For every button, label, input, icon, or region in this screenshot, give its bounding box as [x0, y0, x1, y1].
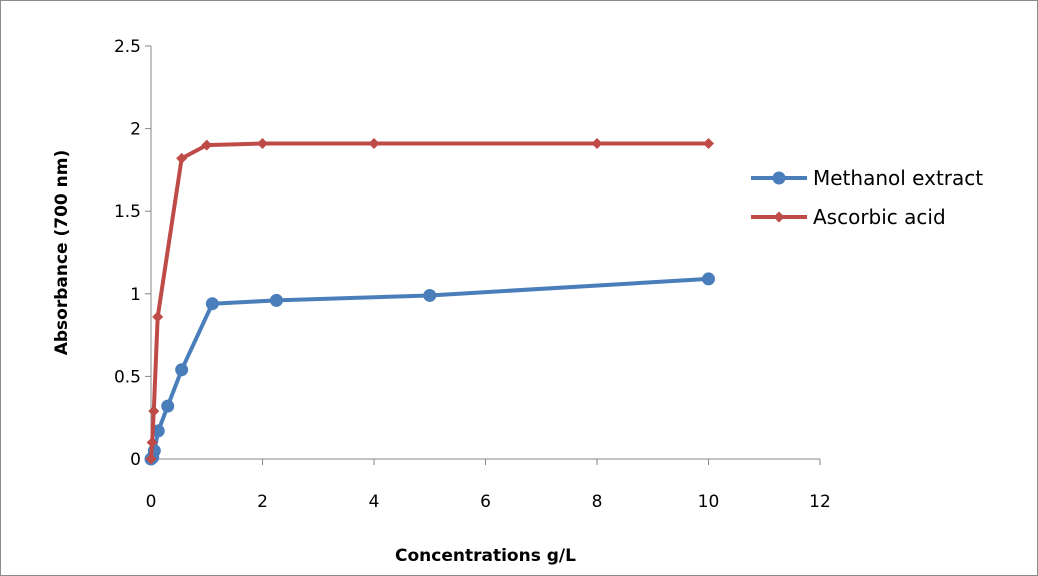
data-point — [152, 311, 164, 323]
x-tick-label: 4 — [369, 492, 380, 512]
x-tick-label: 8 — [592, 492, 603, 512]
y-axis-ticks: 0 0.5 1 1.5 2 2.5 — [114, 37, 151, 470]
data-point — [176, 152, 188, 164]
legend-item: Methanol extract — [751, 166, 983, 190]
data-point — [591, 137, 603, 149]
legend-marker — [773, 211, 785, 223]
data-point — [423, 288, 437, 302]
data-point — [151, 424, 165, 438]
x-axis-ticks: 0 2 4 6 8 10 12 — [146, 459, 831, 512]
legend-label: Methanol extract — [813, 166, 983, 190]
data-point — [161, 399, 175, 413]
legend-marker — [772, 171, 786, 185]
y-tick-label: 2.5 — [114, 37, 141, 57]
x-tick-label: 6 — [480, 492, 491, 512]
data-point — [703, 137, 714, 149]
y-axis-title: Absorbance (700 nm) — [52, 150, 72, 356]
y-tick-label: 2 — [130, 120, 141, 140]
x-axis-title: Concentrations g/L — [395, 546, 576, 566]
series-ascorbic-acid — [145, 137, 714, 465]
y-tick-label: 0.5 — [114, 367, 141, 387]
data-point — [702, 272, 715, 286]
legend: Methanol extract Ascorbic acid — [751, 166, 983, 229]
series-line — [149, 276, 709, 461]
axes: 0 2 4 6 8 10 12 0 0.5 1 1.5 2 2.5 — [114, 37, 831, 512]
series-methanol-extract — [144, 272, 715, 466]
data-point — [368, 137, 380, 149]
data-point — [205, 297, 219, 311]
y-tick-label: 0 — [130, 450, 141, 470]
y-tick-label: 1 — [130, 285, 141, 305]
data-point — [148, 405, 160, 417]
data-point — [146, 436, 158, 448]
x-tick-label: 10 — [698, 492, 720, 512]
plot-series — [144, 137, 715, 466]
data-point — [269, 293, 283, 307]
data-point — [201, 139, 213, 151]
data-point — [145, 453, 157, 465]
data-point — [257, 137, 268, 149]
y-tick-label: 1.5 — [114, 202, 141, 222]
data-point — [175, 363, 189, 377]
x-tick-label: 0 — [146, 492, 157, 512]
series-line — [149, 141, 709, 460]
legend-item: Ascorbic acid — [751, 205, 946, 229]
x-tick-label: 2 — [257, 492, 268, 512]
x-tick-label: 12 — [809, 492, 831, 512]
legend-label: Ascorbic acid — [813, 205, 946, 229]
